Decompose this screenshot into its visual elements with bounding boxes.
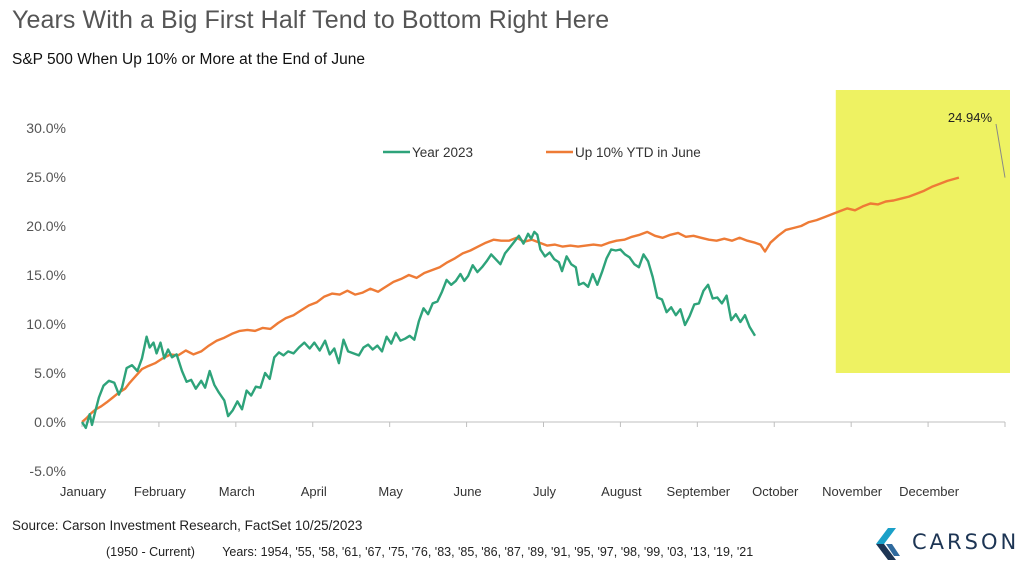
x-tick-label: January (60, 484, 107, 499)
axis-layer: January February March April May June July Augu… (26, 120, 1006, 499)
annotation-layer: 24.94% (948, 110, 1006, 178)
line-chart: January February March April May June July Augu… (26, 90, 1010, 499)
carson-logo-icon (876, 528, 900, 560)
legend-label: Up 10% YTD in June (575, 145, 701, 160)
x-tick-label: May (378, 484, 403, 499)
highlight-region (835, 90, 1010, 373)
carson-logo: CARSON (872, 522, 1022, 568)
x-tick-label: June (453, 484, 481, 499)
years-list: Years: 1954, '55, '58, '61, '67, '75, '7… (222, 545, 754, 559)
legend-label: Year 2023 (412, 145, 473, 160)
chart-subtitle: S&P 500 When Up 10% or More at the End o… (12, 51, 365, 68)
x-tick-label: April (301, 484, 327, 499)
y-tick-label: 15.0% (26, 267, 66, 283)
years-range: (1950 - Current) (106, 545, 195, 559)
y-tick-label: 20.0% (26, 218, 66, 234)
legend: Year 2023 Up 10% YTD in June (383, 145, 701, 160)
x-tick-label: February (134, 484, 187, 499)
series-line (80, 230, 757, 430)
x-tick-label: March (219, 484, 255, 499)
annotation-label: 24.94% (948, 110, 993, 125)
y-tick-label: 25.0% (26, 169, 66, 185)
years-note: (1950 - Current) Years: 1954, '55, '58, … (106, 545, 753, 559)
y-tick-label: 30.0% (26, 120, 66, 136)
source-note: Source: Carson Investment Research, Fact… (12, 518, 363, 533)
x-tick-label: August (601, 484, 642, 499)
x-tick-label: November (822, 484, 883, 499)
x-tick-label: July (533, 484, 557, 499)
y-tick-label: -5.0% (29, 463, 66, 479)
series-line (81, 176, 960, 423)
y-tick-label: 0.0% (34, 414, 66, 430)
x-tick-label: October (752, 484, 799, 499)
y-tick-label: 5.0% (34, 365, 66, 381)
chart-title: Years With a Big First Half Tend to Bott… (12, 6, 610, 34)
series-layer (80, 176, 960, 430)
x-tick-label: December (899, 484, 960, 499)
carson-logo-text: CARSON (912, 530, 1020, 554)
annotation-leader-line (995, 123, 1006, 178)
x-tick-label: September (667, 484, 731, 499)
y-tick-label: 10.0% (26, 316, 66, 332)
highlight-region-layer (835, 90, 1010, 373)
